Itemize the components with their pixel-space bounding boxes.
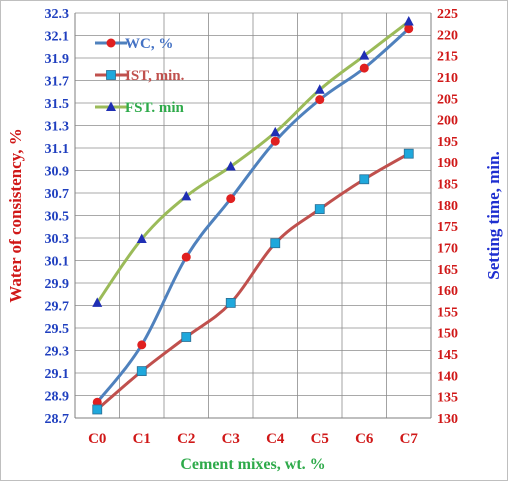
left-axis-label: Water of consistency, % (6, 128, 25, 302)
left-tick-label: 31.3 (45, 120, 70, 135)
right-tick-label: 140 (437, 369, 458, 384)
data-point-0 (359, 63, 369, 73)
right-tick-label: 190 (437, 156, 458, 171)
left-tick-label: 32.3 (45, 7, 70, 22)
left-tick-label: 29.1 (45, 367, 70, 382)
legend-marker-1 (106, 70, 116, 80)
data-point-1 (359, 174, 370, 185)
gridlines (74, 12, 432, 419)
data-point-2 (136, 233, 147, 243)
data-point-0 (404, 24, 414, 34)
left-tick-label: 31.5 (45, 97, 70, 112)
left-tick-label: 30.5 (45, 210, 70, 225)
x-tick-label: C5 (311, 431, 329, 447)
left-tick-label: 30.7 (45, 187, 70, 202)
data-point-2 (92, 297, 103, 307)
right-axis-label: Setting time, min. (484, 151, 503, 279)
right-tick-label: 160 (437, 284, 458, 299)
left-tick-label: 32.1 (45, 30, 70, 45)
left-tick-label: 29.7 (45, 300, 70, 315)
left-tick-label: 30.3 (45, 232, 70, 247)
left-tick-label: 29.9 (45, 277, 70, 292)
legend: WC, % IST, min. FST. min (95, 36, 185, 116)
legend-label-2: FST. min (125, 100, 185, 116)
right-tick-label: 165 (437, 263, 458, 278)
x-tick-label: C7 (400, 431, 419, 447)
series-line-0 (96, 27, 410, 404)
x-axis-label: Cement mixes, wt. % (180, 456, 325, 473)
data-point-2 (225, 160, 236, 171)
right-tick-label: 145 (437, 348, 458, 363)
x-tick-label: C3 (222, 431, 240, 447)
legend-marker-2 (106, 101, 116, 111)
left-axis-tick-labels: 28.7 28.9 29.1 29.3 29.5 29.7 29.9 30.1 30.3 30.5… (45, 7, 70, 427)
data-point-1 (314, 204, 325, 215)
left-tick-label: 31.9 (45, 52, 70, 67)
x-tick-label: C1 (133, 431, 151, 447)
left-tick-label: 29.5 (45, 322, 70, 337)
right-tick-label: 205 (437, 92, 458, 107)
left-tick-label: 30.1 (45, 255, 70, 270)
data-point-0 (92, 397, 102, 407)
right-tick-label: 175 (437, 220, 458, 235)
x-axis-tick-labels: C0 C1 C2 C3 C4 C5 C6 C7 (88, 431, 418, 447)
right-axis-tick-labels: 130 135 140 145 150 155 160 165 170 175 180 185 190 1… (437, 7, 458, 427)
right-tick-label: 185 (437, 178, 458, 193)
data-point-2 (314, 84, 325, 94)
right-tick-label: 200 (437, 114, 458, 129)
x-tick-label: C2 (177, 431, 195, 447)
data-point-2 (403, 16, 414, 26)
axes (74, 13, 432, 419)
right-tick-label: 170 (437, 241, 458, 256)
data-point-0 (315, 95, 325, 105)
left-tick-label: 28.9 (45, 390, 70, 405)
right-tick-label: 180 (437, 199, 458, 214)
right-tick-label: 225 (437, 7, 458, 22)
data-point-1 (181, 332, 192, 342)
legend-label-0: WC, % (125, 36, 173, 52)
data-point-1 (270, 238, 281, 249)
data-point-1 (225, 297, 236, 308)
data-point-2 (181, 190, 192, 201)
right-tick-label: 220 (437, 28, 458, 43)
left-tick-label: 31.7 (45, 75, 70, 90)
left-tick-label: 31.1 (45, 142, 70, 157)
right-tick-label: 135 (437, 391, 458, 406)
data-point-1 (92, 404, 103, 415)
x-tick-label: C6 (355, 431, 374, 447)
right-tick-label: 210 (437, 71, 458, 86)
x-tick-label: C0 (88, 431, 106, 447)
data-point-0 (137, 340, 147, 350)
right-tick-label: 155 (437, 305, 458, 320)
data-point-2 (270, 126, 281, 137)
series-markers (92, 16, 414, 415)
data-point-2 (359, 50, 370, 60)
data-point-1 (403, 148, 414, 159)
legend-marker-0 (106, 38, 116, 48)
right-tick-label: 150 (437, 327, 458, 342)
data-point-0 (270, 136, 280, 146)
right-tick-label: 215 (437, 50, 458, 65)
data-point-1 (136, 366, 147, 377)
data-point-0 (181, 252, 191, 262)
left-tick-label: 29.3 (45, 345, 70, 360)
data-point-0 (226, 194, 236, 204)
left-tick-label: 28.7 (45, 412, 70, 427)
right-tick-label: 195 (437, 135, 458, 150)
right-tick-label: 130 (437, 412, 458, 427)
x-tick-label: C4 (266, 431, 285, 447)
legend-label-1: IST, min. (125, 68, 185, 84)
left-tick-label: 30.9 (45, 165, 70, 180)
